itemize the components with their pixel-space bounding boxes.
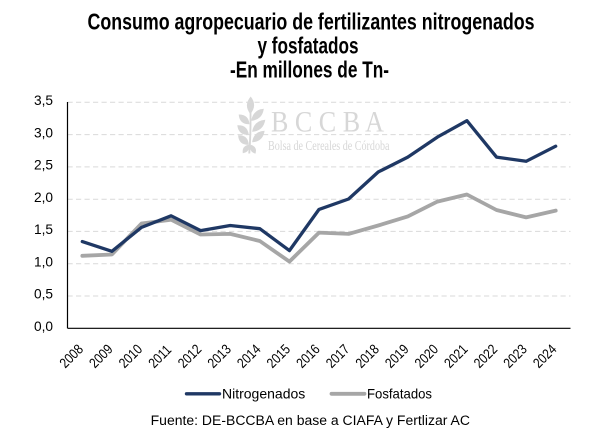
svg-text:Fuente: DE-BCCBA en base a CIA: Fuente: DE-BCCBA en base a CIAFA y Fertl…: [151, 413, 471, 428]
svg-text:Bolsa de Cereales de Córdoba: Bolsa de Cereales de Córdoba: [268, 138, 390, 153]
svg-text:0,0: 0,0: [34, 319, 53, 334]
svg-text:1,0: 1,0: [34, 254, 53, 269]
svg-text:Nitrogenados: Nitrogenados: [222, 386, 305, 402]
svg-text:3,5: 3,5: [34, 93, 53, 108]
svg-text:1,5: 1,5: [34, 222, 53, 237]
svg-text:y fosfatados: y fosfatados: [258, 33, 359, 59]
svg-text:2,0: 2,0: [34, 190, 53, 205]
svg-text:-En millones de Tn-: -En millones de Tn-: [230, 57, 389, 83]
svg-text:B C C B A: B C C B A: [271, 106, 384, 139]
svg-text:3,0: 3,0: [34, 125, 53, 140]
svg-text:2,5: 2,5: [34, 158, 53, 173]
svg-text:0,5: 0,5: [34, 287, 53, 302]
svg-text:Fosfatados: Fosfatados: [367, 386, 432, 402]
svg-text:Consumo agropecuario de fertil: Consumo agropecuario de fertilizantes ni…: [88, 9, 535, 35]
